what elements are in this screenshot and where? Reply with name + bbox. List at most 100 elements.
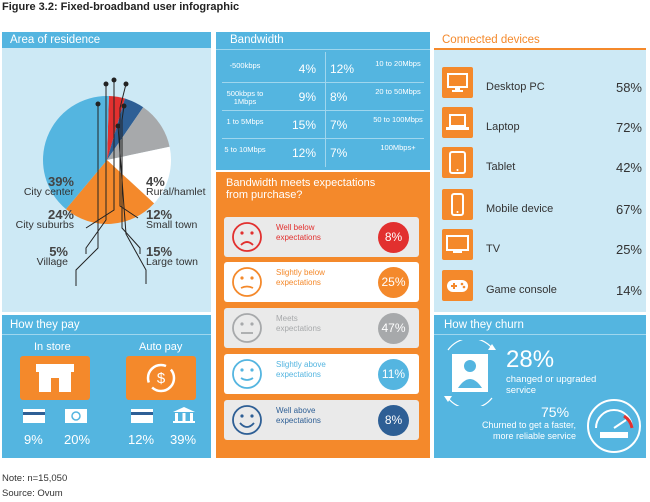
source-text: Source: Ovum — [2, 488, 63, 499]
churn-header-divider — [434, 334, 646, 335]
device-label: Game console — [486, 284, 557, 296]
residence-pct: 4% — [146, 174, 165, 189]
residence-label-large-town: 15% Large town — [146, 244, 211, 268]
expectation-label-line1: Well below — [276, 223, 315, 232]
bandwidth-right-pct: 7% — [330, 118, 348, 132]
expectation-pct: 11% — [378, 359, 409, 390]
auto-pay-label: Auto pay — [139, 341, 183, 353]
auto-pay-bank-pct: 39% — [170, 432, 197, 447]
leader-line-small-town — [121, 105, 141, 254]
residence-pct: 15% — [146, 244, 173, 259]
leader-line-village — [75, 104, 99, 286]
leader-line-city-suburbs — [85, 84, 107, 254]
device-row: Mobile device 67% — [442, 189, 642, 222]
bandwidth-column-divider — [325, 52, 326, 167]
residence-label-village: 5% Village — [14, 244, 68, 268]
churn-header: How they churn — [444, 319, 524, 331]
bandwidth-right-label: 20 to 50Mbps — [375, 87, 421, 96]
speedometer-icon — [587, 399, 641, 453]
in-store-card-pct: 9% — [24, 432, 43, 447]
residence-text: Rural/hamlet — [146, 186, 206, 198]
device-pct: 25% — [615, 242, 642, 257]
expectation-pct: 8% — [378, 222, 409, 253]
expectation-row: Slightly below expectations 25% — [224, 262, 419, 302]
device-label: TV — [486, 243, 501, 255]
residence-pct: 39% — [47, 174, 74, 189]
expectations-header-line2: from purchase? — [226, 189, 303, 201]
in-store-cash-pct: 20% — [64, 432, 91, 447]
bandwidth-header-divider — [216, 49, 430, 50]
churn-big-text: changed or upgraded service — [506, 374, 596, 396]
residence-text: Large town — [146, 256, 198, 268]
expectations-header: Bandwidth meets expectations from purcha… — [226, 177, 375, 201]
bandwidth-right-pct: 7% — [330, 146, 348, 160]
residence-label-rural: 4% Rural/hamlet — [146, 174, 211, 198]
expectation-label: Slightly above expectations — [276, 360, 366, 380]
residence-pct: 12% — [146, 207, 173, 222]
leader-line-large-town — [117, 125, 147, 284]
bandwidth-right-label: 10 to 20Mbps — [375, 59, 421, 68]
device-pct: 14% — [615, 283, 642, 298]
store-icon — [20, 356, 90, 400]
face-icon — [232, 405, 262, 435]
device-label: Mobile device — [486, 203, 554, 215]
residence-text: Village — [36, 256, 68, 268]
residence-label-city-suburbs: 24% City suburbs — [8, 207, 74, 231]
devices-header-divider — [434, 48, 646, 50]
in-store-label: In store — [34, 341, 71, 353]
expectation-label-line2: expectations — [276, 416, 321, 425]
tablet-icon — [442, 147, 473, 178]
expectation-label-line1: Well above — [276, 406, 316, 415]
churn-person-icon — [444, 340, 496, 406]
expectation-label-line2: expectations — [276, 233, 321, 242]
bank-icon — [173, 407, 195, 423]
expectation-pct: 25% — [378, 267, 409, 298]
pie-slice-large-town — [107, 146, 171, 204]
expectation-pct: 8% — [378, 405, 409, 436]
churn-big-text-line1: changed or upgraded — [506, 374, 597, 385]
mobile-icon — [442, 189, 473, 220]
pie-slice-village — [107, 98, 144, 160]
bandwidth-right-label: 100Mbps+ — [380, 143, 416, 152]
face-icon — [232, 222, 262, 252]
residence-pct: 24% — [47, 207, 74, 222]
residence-text: City suburbs — [15, 219, 74, 231]
auto-pay-card-pct: 12% — [128, 432, 155, 447]
residence-pie-chart — [43, 77, 171, 286]
device-row: Game console 14% — [442, 270, 642, 303]
device-row: Tablet 42% — [442, 147, 642, 180]
devices-header: Connected devices — [434, 32, 646, 48]
device-label: Desktop PC — [486, 81, 545, 93]
bandwidth-left-label: 5 to 10Mbps — [224, 145, 266, 154]
residence-label-small-town: 12% Small town — [146, 207, 211, 231]
gamepad-icon — [442, 270, 473, 301]
residence-text: City center — [23, 186, 74, 198]
bandwidth-left-label: -500kbps — [229, 61, 261, 70]
residence-header: Area of residence — [2, 32, 211, 48]
bandwidth-left-label: 1 to 5Mbps — [226, 117, 264, 126]
residence-text: Small town — [146, 219, 198, 231]
expectation-label: Meets expectations — [276, 314, 366, 334]
expectation-label-line1: Slightly above — [276, 360, 326, 369]
churn-big-text-line2: service — [506, 385, 537, 396]
pay-header: How they pay — [10, 319, 80, 331]
expectation-row: Well above expectations 8% — [224, 400, 419, 440]
pie-slice-city-suburbs — [65, 160, 155, 224]
expectation-label-line1: Slightly below — [276, 268, 325, 277]
leader-line-city-center — [85, 80, 115, 229]
device-label: Laptop — [486, 121, 520, 133]
expectation-pct: 47% — [378, 313, 409, 344]
expectation-label: Slightly below expectations — [276, 268, 366, 288]
residence-pct: 5% — [49, 244, 68, 259]
churn-small-pct: 75% — [541, 404, 570, 420]
churn-small-text-line1: Churned to get a faster, — [481, 420, 576, 430]
expectation-row: Slightly above expectations 11% — [224, 354, 419, 394]
pie-slice-city-center — [43, 96, 109, 210]
note-text: Note: n=15,050 — [2, 473, 68, 484]
churn-small-text-line2: more reliable service — [492, 431, 576, 441]
device-pct: 58% — [615, 80, 642, 95]
figure-title: Figure 3.2: Fixed-broadband user infogra… — [2, 1, 240, 13]
device-pct: 42% — [615, 160, 642, 175]
face-icon — [232, 267, 262, 297]
bandwidth-left-pct: 12% — [291, 146, 316, 160]
